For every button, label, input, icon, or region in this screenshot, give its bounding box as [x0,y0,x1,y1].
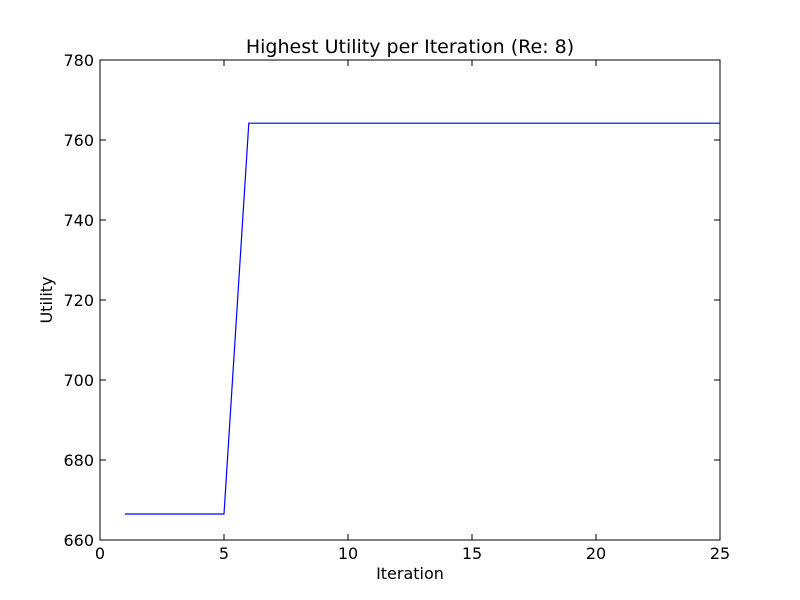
y-axis-label: Utility [37,276,56,323]
y-tick-label: 760 [63,131,94,150]
x-tick-label: 25 [710,544,730,563]
y-tick-label: 740 [63,211,94,230]
x-tick-label: 10 [338,544,358,563]
y-tick-label: 700 [63,371,94,390]
x-tick-label: 5 [219,544,229,563]
y-tick-label: 720 [63,291,94,310]
x-tick-label: 20 [586,544,606,563]
x-axis-label: Iteration [376,564,444,583]
chart-title: Highest Utility per Iteration (Re: 8) [246,36,574,58]
x-tick-label: 15 [462,544,482,563]
x-tick-label: 0 [95,544,105,563]
y-tick-label: 660 [63,531,94,550]
y-tick-label: 780 [63,51,94,70]
plot-frame [99,59,721,541]
y-tick-label: 680 [63,451,94,470]
series-line-0 [124,122,720,515]
